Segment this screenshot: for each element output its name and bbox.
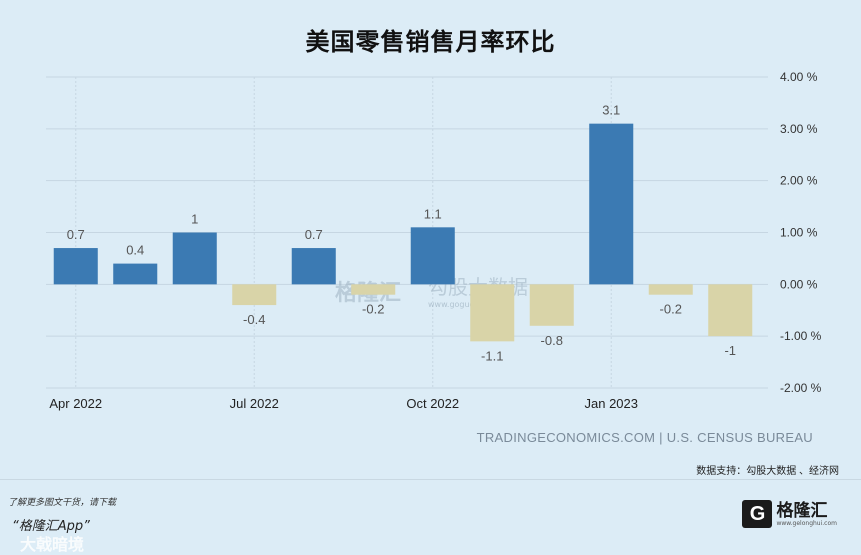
data-label: 1 bbox=[191, 212, 198, 227]
footer-promo-line: 了解更多图文干货，请下载 bbox=[8, 498, 117, 508]
bar bbox=[708, 284, 753, 337]
data-label: 1.1 bbox=[424, 206, 442, 221]
y-tick-label: 4.00 % bbox=[780, 70, 818, 84]
data-label: -0.2 bbox=[362, 302, 384, 317]
bar bbox=[172, 232, 217, 285]
logo-name: 格隆汇 bbox=[776, 500, 828, 521]
data-label: -0.4 bbox=[243, 312, 265, 327]
x-tick-label: Apr 2022 bbox=[49, 396, 102, 411]
bar-chart: 4.00 % 3.00 % 2.00 % 1.00 % 0.00 % -1.00 % -2.… bbox=[46, 70, 822, 411]
bar bbox=[53, 248, 98, 285]
chart-source: TRADINGECONOMICS.COM | U.S. CENSUS BUREA… bbox=[476, 430, 813, 445]
y-tick-label: -1.00 % bbox=[780, 329, 822, 343]
watermark-url: www.gogudata.com bbox=[428, 300, 507, 309]
data-label: 0.4 bbox=[126, 243, 144, 258]
data-label: -0.2 bbox=[660, 302, 682, 317]
bar bbox=[232, 284, 277, 306]
x-tick-label: Oct 2022 bbox=[406, 396, 459, 411]
x-tick-label: Jan 2023 bbox=[585, 396, 639, 411]
footer-divider bbox=[0, 479, 861, 480]
data-label: 3.1 bbox=[602, 103, 620, 118]
bar bbox=[589, 123, 634, 285]
data-label: -1.1 bbox=[481, 348, 503, 363]
data-label: 0.7 bbox=[305, 227, 323, 242]
logo-g-icon: G bbox=[742, 500, 773, 528]
data-support: 数据支持：勾股大数据 、经济网 bbox=[696, 466, 839, 477]
logo-url: www.gelonghui.com bbox=[776, 519, 837, 527]
chart-title: 美国零售销售月率环比 bbox=[305, 28, 556, 56]
bar bbox=[291, 248, 336, 285]
brand-logo: G 格隆汇 www.gelonghui.com bbox=[742, 500, 837, 528]
data-label: -0.8 bbox=[541, 333, 563, 348]
y-tick-label: 1.00 % bbox=[780, 226, 818, 240]
data-label: 0.7 bbox=[67, 227, 85, 242]
bar bbox=[648, 284, 693, 295]
y-tick-label: 0.00 % bbox=[780, 277, 818, 291]
y-tick-label: 3.00 % bbox=[780, 122, 818, 136]
bar bbox=[529, 284, 574, 326]
y-tick-label: -2.00 % bbox=[780, 381, 822, 395]
x-tick-label: Jul 2022 bbox=[230, 396, 279, 411]
y-tick-label: 2.00 % bbox=[780, 174, 818, 188]
bar bbox=[351, 284, 396, 295]
bar bbox=[470, 284, 515, 342]
bar bbox=[113, 263, 158, 285]
bar bbox=[410, 227, 455, 285]
data-label: -1 bbox=[724, 343, 736, 358]
footer-overlay-watermark: 大戟暗境 bbox=[20, 535, 85, 554]
footer-app-name: “格隆汇App” bbox=[12, 519, 90, 534]
